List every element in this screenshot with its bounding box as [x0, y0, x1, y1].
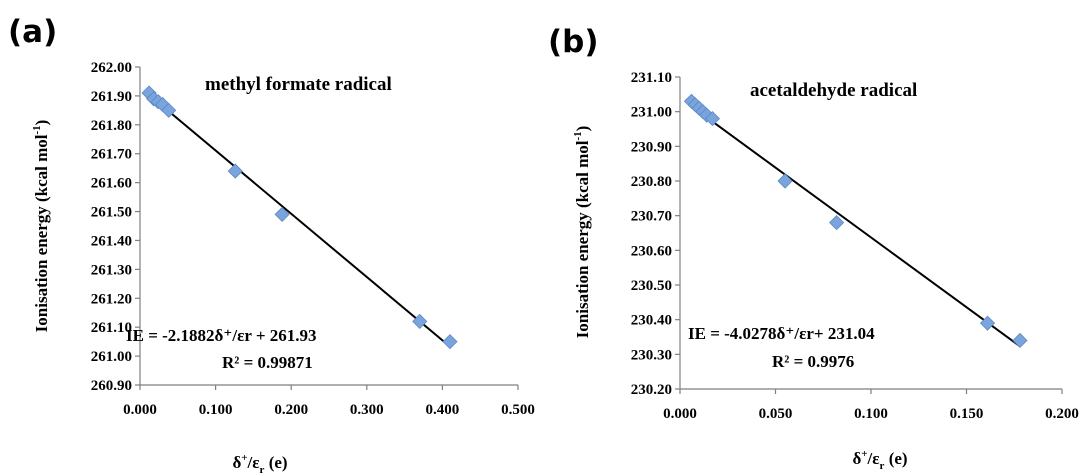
panel-a-xlabel: δ+/εr (e) [232, 452, 287, 475]
y-tick-label: 261.20 [91, 291, 132, 307]
x-tick-label: 0.200 [274, 402, 308, 418]
data-point [227, 163, 243, 179]
panel-b-r2: R² = 0.9976 [772, 352, 854, 371]
x-tick-label: 0.050 [759, 406, 793, 422]
x-tick-label: 0.100 [199, 402, 233, 418]
y-tick-label: 230.60 [631, 243, 672, 259]
y-tick-label: 261.30 [91, 262, 132, 278]
panel-a-letter: (a) [8, 14, 57, 50]
trendline [690, 105, 1021, 348]
y-tick-label: 261.90 [91, 89, 132, 105]
y-tick-label: 231.00 [631, 105, 672, 121]
panel-b-equation: IE = -4.0278δ⁺/εr+ 231.04 [688, 324, 875, 343]
y-tick-label: 230.20 [631, 382, 672, 398]
data-point [412, 313, 428, 329]
y-tick-label: 261.60 [91, 176, 132, 192]
x-tick-label: 0.200 [1045, 406, 1079, 422]
panel-a-marks [141, 85, 458, 350]
data-point [979, 315, 996, 331]
y-tick-label: 230.30 [631, 347, 672, 363]
x-tick-label: 0.000 [663, 406, 697, 422]
y-tick-label: 262.00 [91, 60, 132, 76]
panel-b-axes: 230.20 230.30 230.40 230.50 230.60 230.70 230.… [631, 70, 1079, 422]
data-point [704, 111, 721, 127]
y-tick-label: 261.80 [91, 118, 132, 134]
data-point [777, 173, 793, 189]
panel-a: (a) methyl formate radical 260.90261.002… [8, 14, 535, 475]
panel-a-axes: 260.90 261.00 261.10 261.20 261.30 261.40 261.… [91, 60, 535, 418]
x-tick-label: 0.400 [426, 402, 460, 418]
data-point [1012, 332, 1028, 349]
y-tick-label: 230.90 [631, 139, 672, 155]
panel-a-r2: R² = 0.99871 [222, 353, 313, 372]
panel-a-title: methyl formate radical [205, 74, 392, 95]
y-tick-label: 261.70 [91, 147, 132, 163]
panel-a-ylabel: Ionisation energy (kcal mol-1) [31, 120, 51, 333]
x-tick-label: 0.000 [123, 402, 157, 418]
y-tick-label: 230.70 [631, 209, 672, 225]
panel-a-equation: IE = -2.1882δ⁺/εr + 261.93 [126, 326, 317, 345]
data-point [829, 215, 845, 231]
y-tick-label: 261.50 [91, 205, 132, 221]
data-point [161, 102, 177, 118]
panel-b-marks [683, 93, 1028, 349]
x-tick-label: 0.500 [501, 402, 535, 418]
y-tick-label: 261.10 [91, 320, 132, 336]
panel-b-ylabel: Ionisation energy (kcal mol-1) [572, 126, 592, 339]
x-tick-label: 0.150 [950, 406, 984, 422]
x-tick-label: 0.100 [854, 406, 888, 422]
y-tick-label: 230.40 [631, 313, 672, 329]
panel-b-title: acetaldehyde radical [750, 80, 917, 101]
data-point [274, 206, 290, 223]
x-tick-label: 0.300 [350, 402, 384, 418]
y-tick-label: 231.10 [631, 70, 672, 86]
y-tick-label: 261.40 [91, 233, 132, 249]
y-tick-label: 260.90 [91, 378, 132, 394]
data-point [442, 334, 458, 350]
y-tick-label: 230.80 [631, 174, 672, 190]
trendline [148, 94, 451, 348]
panel-b-letter: (b) [548, 24, 599, 60]
panel-b-xlabel: δ+/εr (e) [852, 448, 907, 472]
panel-b: (b) acetaldehyde radical 230.20230.30230… [548, 24, 1079, 472]
y-tick-label: 230.50 [631, 278, 672, 294]
y-tick-label: 261.00 [91, 349, 132, 365]
